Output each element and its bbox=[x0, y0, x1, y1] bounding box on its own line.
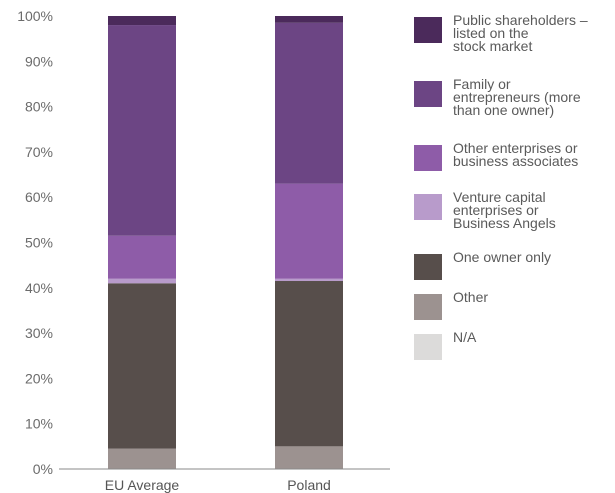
legend-item: N/A bbox=[414, 329, 477, 360]
legend-swatch bbox=[414, 294, 442, 320]
legend-label-line: Family or bbox=[453, 76, 511, 92]
legend-label-line: listed on the bbox=[453, 25, 529, 41]
legend-label-line: stock market bbox=[453, 38, 533, 54]
bar-segment bbox=[108, 278, 176, 284]
legend-swatch bbox=[414, 194, 442, 220]
legend-label-line: Public shareholders – bbox=[453, 12, 588, 28]
legend-label-line: Business Angels bbox=[453, 215, 556, 231]
bar-segment bbox=[108, 448, 176, 469]
bar-segment bbox=[108, 25, 176, 236]
y-tick-label: 90% bbox=[25, 53, 53, 69]
bar-segment bbox=[275, 16, 343, 23]
x-category-label: EU Average bbox=[105, 477, 180, 493]
y-tick-label: 60% bbox=[25, 189, 53, 205]
bar-segment bbox=[108, 235, 176, 279]
legend-swatch bbox=[414, 254, 442, 280]
y-tick-label: 0% bbox=[33, 461, 53, 477]
legend-swatch bbox=[414, 81, 442, 107]
legend-label-line: N/A bbox=[453, 329, 477, 345]
bar-segment bbox=[275, 183, 343, 279]
legend-label-line: enterprises or bbox=[453, 202, 539, 218]
stacked-bar-chart: 0% 10% 20% 30% 40% 50% 60% 70% 80% 90% 100% EU Ave… bbox=[17, 8, 390, 493]
legend-label-line: One owner only bbox=[453, 249, 552, 265]
legend-item: Public shareholders – listed on the stock … bbox=[414, 12, 588, 54]
x-category-label: Poland bbox=[287, 477, 331, 493]
legend-label-line: Venture capital bbox=[453, 189, 546, 205]
legend-swatch bbox=[414, 17, 442, 43]
legend-item: Family or entrepreneurs (more than one own… bbox=[414, 76, 581, 118]
legend-label-line: than one owner) bbox=[453, 102, 555, 118]
legend-item: Other enterprises or business associates bbox=[414, 140, 579, 171]
y-tick-label: 40% bbox=[25, 280, 53, 296]
bar-segment bbox=[275, 281, 343, 447]
legend-swatch bbox=[414, 145, 442, 171]
legend-item: Other bbox=[414, 289, 489, 320]
x-axis-labels: EU Average Poland bbox=[105, 477, 331, 493]
y-tick-label: 50% bbox=[25, 235, 53, 251]
legend-item: One owner only bbox=[414, 249, 552, 280]
y-tick-label: 10% bbox=[25, 416, 53, 432]
y-tick-label: 20% bbox=[25, 370, 53, 386]
legend-label-line: Other enterprises or bbox=[453, 140, 578, 156]
bar-segment bbox=[275, 446, 343, 469]
legend-swatch bbox=[414, 334, 442, 360]
legend-label-line: Other bbox=[453, 289, 489, 305]
bar-segment bbox=[108, 16, 176, 26]
y-tick-label: 30% bbox=[25, 325, 53, 341]
y-tick-label: 70% bbox=[25, 144, 53, 160]
legend-label-line: business associates bbox=[453, 153, 579, 169]
bar-segment bbox=[275, 22, 343, 184]
y-tick-label: 100% bbox=[17, 8, 53, 24]
legend-item: Venture capital enterprises or Business An… bbox=[414, 189, 556, 231]
bars bbox=[108, 16, 343, 469]
bar-segment bbox=[108, 283, 176, 449]
y-tick-label: 80% bbox=[25, 99, 53, 115]
bar-segment bbox=[275, 278, 343, 282]
legend-label-line: entrepreneurs (more bbox=[453, 89, 581, 105]
y-axis-ticks: 0% 10% 20% 30% 40% 50% 60% 70% 80% 90% 100% bbox=[17, 8, 53, 477]
